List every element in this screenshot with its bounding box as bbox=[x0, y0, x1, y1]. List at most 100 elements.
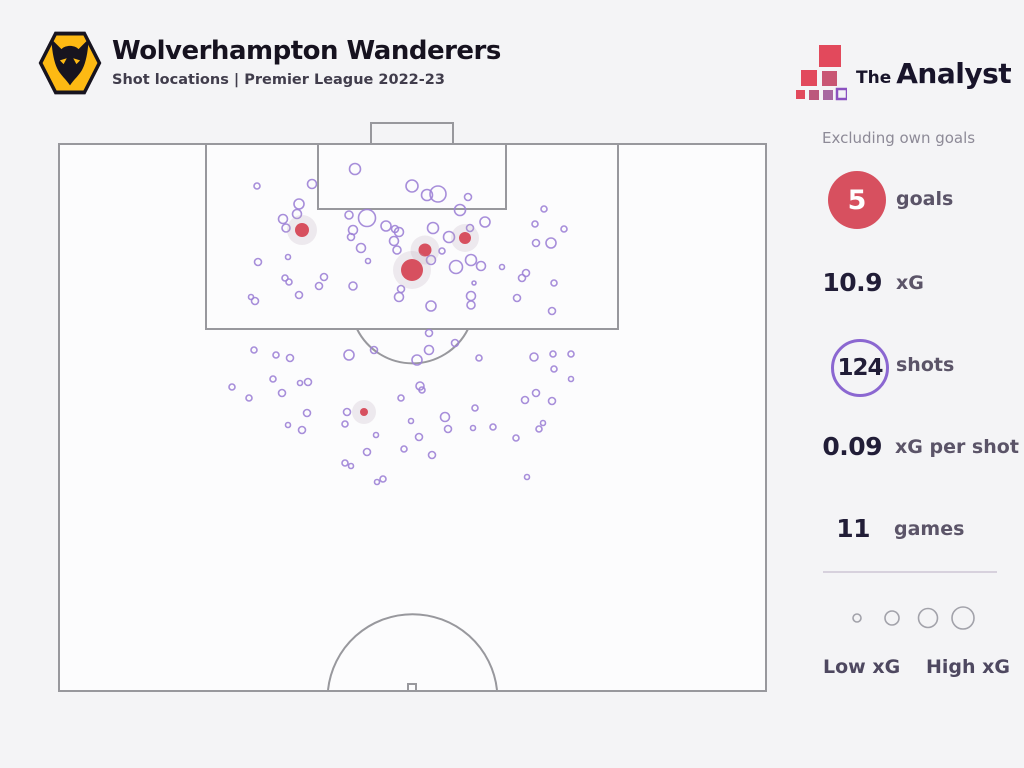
shot-marker bbox=[448, 259, 464, 275]
shot-marker bbox=[512, 434, 520, 442]
shot-marker bbox=[469, 424, 477, 432]
shot-marker bbox=[443, 424, 453, 434]
shot-marker bbox=[442, 230, 456, 244]
shot-marker bbox=[539, 419, 547, 427]
shot-marker bbox=[369, 345, 379, 355]
pitch-outline bbox=[58, 143, 767, 692]
shot-marker bbox=[296, 379, 304, 387]
legend-size-circle bbox=[884, 610, 900, 626]
shot-marker bbox=[531, 388, 541, 398]
analyst-pixels-icon bbox=[796, 45, 847, 101]
shot-marker bbox=[373, 478, 381, 486]
shot-marker bbox=[348, 162, 362, 176]
shot-marker bbox=[393, 226, 405, 238]
six-yard-box bbox=[317, 143, 507, 210]
club-crest-wolves bbox=[38, 31, 102, 95]
goal-frame bbox=[370, 122, 454, 145]
center-circle bbox=[327, 613, 498, 691]
shot-marker bbox=[567, 375, 575, 383]
shot-marker bbox=[357, 208, 377, 228]
shot-marker bbox=[319, 272, 329, 282]
brand-word-analyst: Analyst bbox=[896, 56, 1012, 90]
xg-stat-value: 10.9 bbox=[822, 268, 882, 297]
shot-marker bbox=[423, 344, 435, 356]
shot-marker bbox=[438, 247, 446, 255]
page-subtitle: Shot locations | Premier League 2022-23 bbox=[112, 71, 445, 88]
shot-marker bbox=[560, 225, 568, 233]
shot-marker bbox=[411, 354, 423, 366]
brand-word-the: The bbox=[856, 67, 892, 88]
shot-marker bbox=[405, 179, 419, 193]
shot-marker bbox=[303, 377, 313, 387]
shot-marker bbox=[471, 280, 477, 286]
legend-low-label: Low xG bbox=[823, 656, 901, 678]
shot-marker bbox=[364, 257, 372, 265]
shot-marker bbox=[341, 459, 349, 467]
shot-marker bbox=[420, 188, 434, 202]
shot-marker bbox=[545, 237, 557, 249]
shot-marker bbox=[250, 346, 258, 354]
shot-marker bbox=[293, 198, 305, 210]
shot-marker bbox=[547, 396, 557, 406]
shot-marker bbox=[284, 253, 292, 261]
shot-marker bbox=[285, 353, 295, 363]
shot-marker bbox=[463, 192, 473, 202]
shot-marker bbox=[424, 328, 434, 338]
shot-marker bbox=[355, 242, 367, 254]
shot-marker bbox=[253, 182, 261, 190]
legend-size-circle bbox=[917, 607, 939, 629]
goal-marker bbox=[360, 408, 368, 416]
shot-marker bbox=[284, 421, 292, 429]
center-spot bbox=[407, 683, 417, 692]
shot-marker bbox=[343, 349, 355, 361]
shot-marker bbox=[342, 407, 352, 417]
shot-marker bbox=[479, 216, 491, 228]
goals-stat-label: goals bbox=[896, 188, 954, 210]
shot-marker bbox=[228, 383, 236, 391]
shot-marker bbox=[314, 281, 324, 291]
shot-marker bbox=[277, 388, 287, 398]
shot-marker bbox=[466, 300, 476, 310]
legend-high-label: High xG bbox=[926, 656, 1011, 678]
shot-marker bbox=[344, 210, 354, 220]
shot-marker bbox=[346, 232, 356, 242]
shot-marker bbox=[529, 352, 539, 362]
shot-marker bbox=[425, 300, 437, 312]
shot-marker bbox=[414, 432, 424, 442]
legend-size-circles bbox=[852, 606, 975, 630]
shot-marker bbox=[464, 253, 478, 267]
goal-marker bbox=[401, 259, 423, 281]
goal-marker bbox=[459, 232, 471, 244]
games-stat-value: 11 bbox=[836, 514, 870, 543]
shot-marker bbox=[297, 425, 307, 435]
shot-marker bbox=[388, 235, 400, 247]
shot-marker bbox=[512, 293, 522, 303]
shot-marker bbox=[429, 185, 447, 203]
shot-marker bbox=[439, 411, 451, 423]
shot-marker bbox=[425, 254, 437, 266]
legend-size-circle bbox=[852, 613, 862, 623]
the-analyst-logo: The Analyst bbox=[795, 44, 1012, 102]
shot-marker bbox=[471, 404, 479, 412]
shot-marker bbox=[475, 354, 483, 362]
shot-marker bbox=[415, 381, 425, 391]
shot-marker bbox=[281, 274, 289, 282]
shot-marker bbox=[302, 408, 312, 418]
shot-marker bbox=[250, 296, 260, 306]
shot-marker bbox=[407, 417, 415, 425]
shot-marker bbox=[535, 425, 543, 433]
shots-stat-circle: 124 bbox=[831, 339, 889, 397]
shot-marker bbox=[426, 221, 440, 235]
shot-marker bbox=[400, 445, 408, 453]
shot-marker bbox=[465, 223, 475, 233]
shot-marker bbox=[489, 423, 497, 431]
goal-marker bbox=[295, 223, 309, 237]
games-stat-label: games bbox=[894, 518, 965, 540]
shot-marker bbox=[277, 213, 289, 225]
xg-stat-label: xG bbox=[896, 272, 924, 294]
shot-marker bbox=[253, 257, 263, 267]
shot-marker bbox=[540, 205, 548, 213]
wolf-head-icon bbox=[51, 39, 89, 86]
shot-marker bbox=[531, 220, 539, 228]
shot-marker bbox=[475, 260, 487, 272]
